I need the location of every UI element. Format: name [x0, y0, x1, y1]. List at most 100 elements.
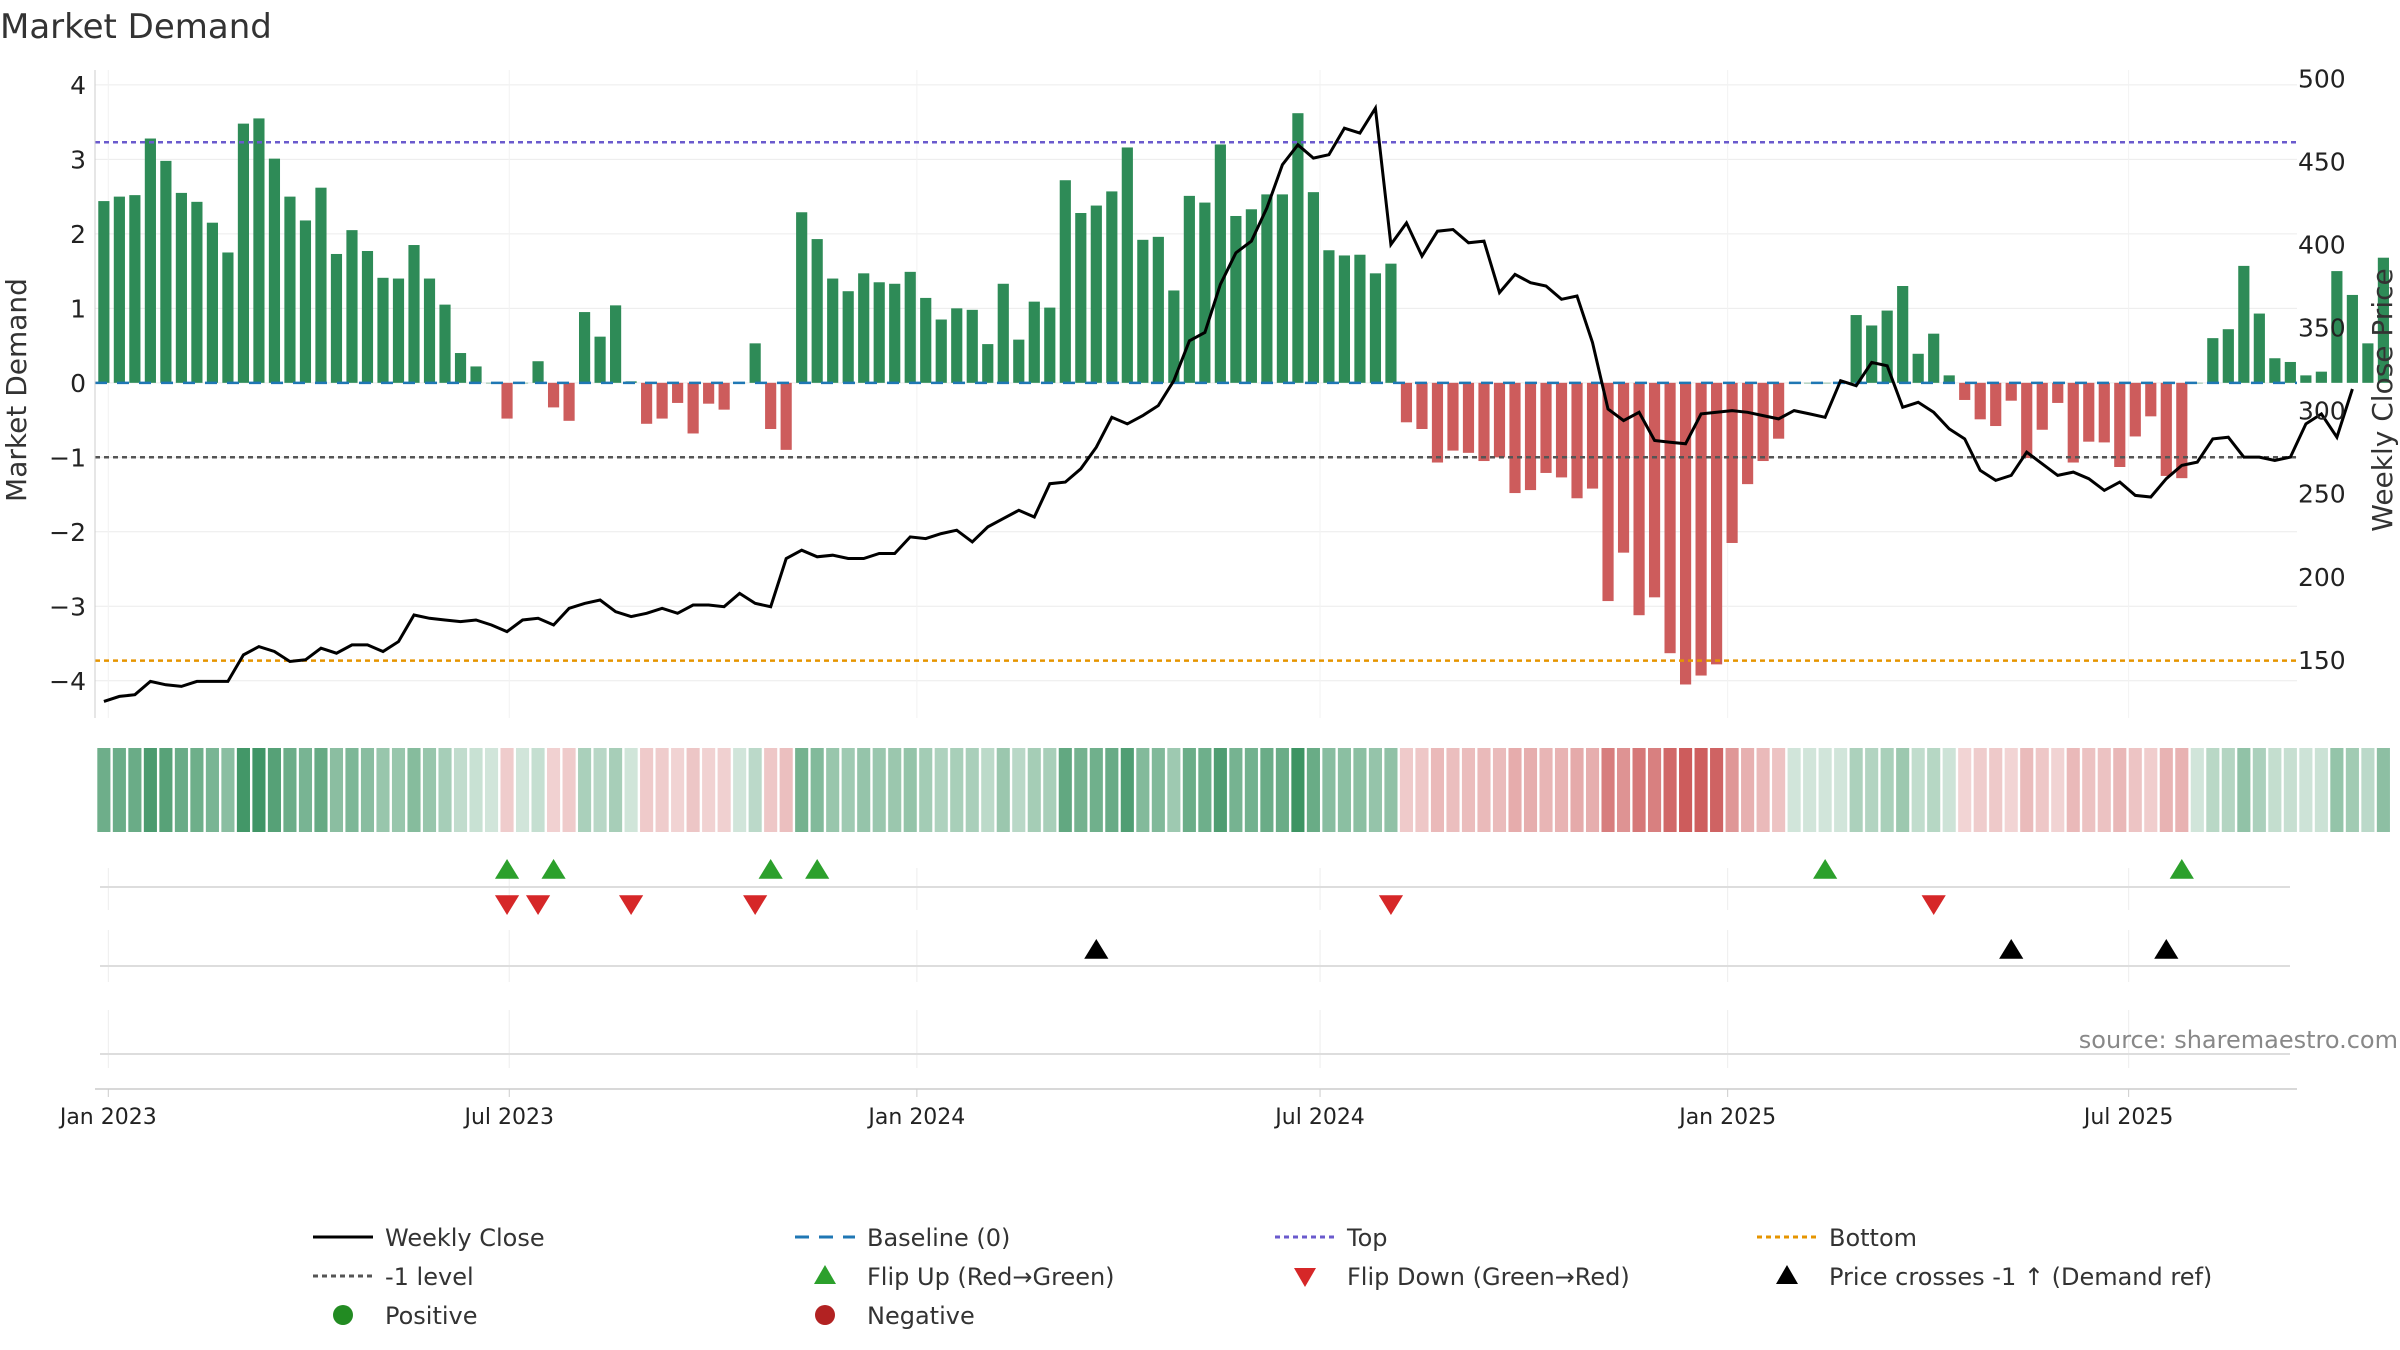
demand-bar [1323, 250, 1335, 383]
legend-label: Top [1346, 1224, 1388, 1252]
demand-bar [1524, 382, 1537, 491]
demand-bar [346, 230, 358, 383]
heat-cell [2268, 748, 2282, 832]
price-cross-marker [2154, 939, 2179, 959]
demand-bar [656, 382, 668, 419]
heat-cell [283, 748, 297, 832]
demand-bar [1168, 290, 1180, 383]
demand-bar [904, 271, 916, 383]
demand-bar [2238, 265, 2250, 383]
heat-cell [1089, 748, 1103, 832]
demand-bar [811, 239, 823, 383]
heat-cell [1632, 748, 1646, 832]
heat-cell [1896, 748, 1910, 832]
heat-cell [2020, 748, 2034, 832]
y-tick-label: −4 [49, 667, 86, 696]
demand-bar [610, 305, 622, 383]
y-tick-label: −3 [49, 592, 86, 621]
demand-bar [2129, 382, 2141, 437]
heat-cell [1508, 748, 1522, 832]
demand-bar [1121, 147, 1133, 383]
heat-cell [2190, 748, 2204, 832]
heat-cell [2361, 748, 2375, 832]
heat-cell [190, 748, 204, 832]
legend-label: -1 level [385, 1263, 474, 1291]
demand-bar [191, 201, 203, 383]
heat-cell [174, 748, 188, 832]
demand-bar [2145, 382, 2157, 417]
demand-bar [1354, 254, 1366, 383]
flip-up-marker [541, 859, 566, 879]
demand-bar [1292, 113, 1304, 383]
demand-bar [1245, 209, 1257, 383]
demand-bar [827, 278, 839, 383]
demand-bar [1493, 382, 1506, 458]
demand-bar [1431, 382, 1444, 463]
demand-bar [1509, 382, 1521, 494]
heat-cell [1260, 748, 1274, 832]
heat-cell [1679, 748, 1693, 832]
y-tick-label: −1 [49, 443, 86, 472]
demand-bar [532, 361, 544, 383]
heat-cell [578, 748, 592, 832]
demand-bar [718, 382, 730, 410]
demand-bar [1711, 382, 1723, 665]
heat-cell [2283, 748, 2297, 832]
legend-label: Price crosses -1 ↑ (Demand ref) [1829, 1263, 2212, 1291]
legend-label: Flip Up (Red→Green) [867, 1263, 1115, 1291]
heat-cell [1058, 748, 1072, 832]
demand-bar [1726, 382, 1738, 543]
demand-bar [1338, 255, 1351, 383]
demand-bar [1850, 315, 1862, 383]
demand-bar [160, 160, 172, 383]
demand-bar [315, 187, 327, 383]
demand-bar [2222, 329, 2234, 383]
demand-bar [1695, 382, 1707, 676]
legend-swatch [815, 1305, 835, 1325]
heat-cell [1012, 748, 1026, 832]
demand-bar [547, 382, 560, 408]
legend-label: Negative [867, 1302, 975, 1330]
heat-cell [484, 748, 499, 832]
heat-cell [965, 748, 979, 832]
heat-cell [500, 748, 514, 832]
demand-bar [2346, 294, 2358, 383]
heat-cell [267, 748, 281, 832]
y2-tick-label: 400 [2298, 230, 2346, 259]
demand-bar [997, 283, 1009, 383]
flip-down-marker [494, 895, 520, 915]
heat-cell [1182, 748, 1196, 832]
demand-bar [206, 222, 218, 383]
demand-bar [2160, 382, 2172, 476]
heat-cell [1834, 748, 1848, 832]
demand-bar [439, 304, 451, 383]
y2-tick-label: 350 [2298, 314, 2346, 343]
heat-cell [1368, 748, 1382, 832]
heat-cell [1337, 748, 1351, 832]
demand-bar [2036, 382, 2048, 430]
demand-bar [578, 312, 591, 383]
demand-bar [2362, 343, 2374, 383]
heat-cell [1803, 748, 1817, 832]
heat-cell [236, 748, 250, 832]
heat-cell [221, 748, 235, 832]
demand-bar [1369, 273, 1382, 383]
demand-bar [1044, 307, 1056, 383]
heat-cell [1849, 748, 1863, 832]
demand-bar [935, 319, 947, 383]
demand-bar [1400, 382, 1413, 423]
heat-cell [1958, 748, 1972, 832]
demand-bar [1152, 236, 1164, 383]
heat-cell [841, 748, 855, 832]
demand-bar [1028, 301, 1040, 383]
y-tick-label: 2 [70, 220, 86, 249]
heat-cell [624, 748, 638, 832]
demand-bar [1742, 382, 1754, 485]
heat-cell [1570, 748, 1584, 832]
y-tick-label: −2 [49, 518, 86, 547]
demand-bar [299, 220, 312, 383]
x-axis: Jan 2023 Jul 2023 Jan 2024 Jul 2024 Jan 2025… [58, 1088, 2297, 1130]
demand-bar [423, 278, 436, 383]
axes-layer: 4 3 2 1 0 −1 −2 −3 −4 500 450 400 350 300 250 200 150 [49, 64, 2346, 718]
